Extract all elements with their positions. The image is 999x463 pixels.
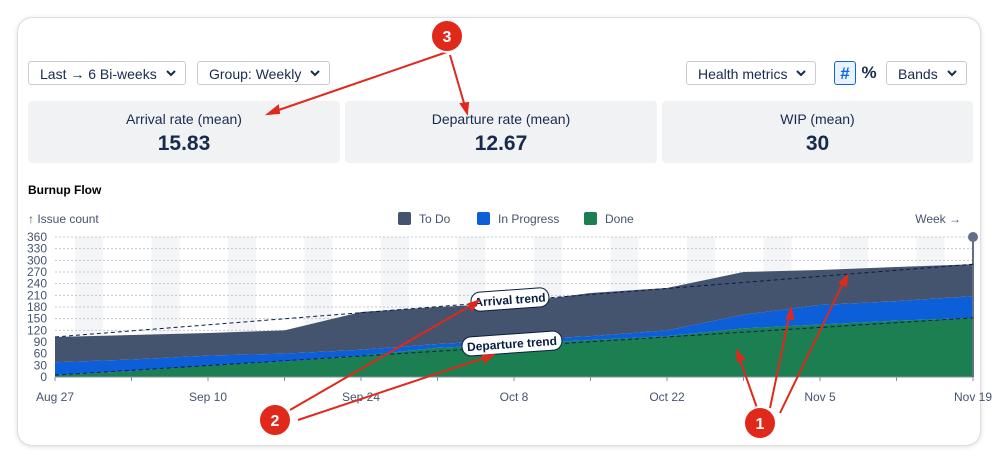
y-tick-label: 90 <box>34 335 48 349</box>
metric-value: 30 <box>805 132 830 155</box>
health-text: Health metrics <box>698 66 788 82</box>
y-tick-label: 240 <box>27 277 47 291</box>
area <box>55 264 973 363</box>
y-tick-label: 0 <box>40 370 47 384</box>
y-tick-label: 300 <box>27 253 47 267</box>
x-tick-label: Sep 10 <box>189 390 227 404</box>
legend-swatch <box>477 212 490 225</box>
legend-swatch <box>584 212 597 225</box>
y-tick-label: 270 <box>27 265 47 279</box>
trend-label: Arrival trend <box>470 287 550 312</box>
y-tick-label: 120 <box>27 323 47 337</box>
health-dropdown[interactable]: Health metrics <box>686 61 817 85</box>
y-tick-label: 330 <box>27 242 47 256</box>
legend-label: In Progress <box>498 212 559 226</box>
x-axis-label: Week → <box>915 212 961 226</box>
bands-dropdown[interactable]: Bands <box>886 61 967 85</box>
range-text: Last → 6 Bi-weeks <box>40 66 157 82</box>
legend-label: To Do <box>419 212 451 226</box>
metric-value: 12.67 <box>474 132 528 155</box>
trend-label-text: Departure trend <box>467 334 558 354</box>
metric-value: 15.83 <box>157 132 211 155</box>
x-tick-label: Nov 5 <box>804 390 836 404</box>
trend-label: Departure trend <box>461 330 563 357</box>
x-tick-label: Oct 22 <box>649 390 685 404</box>
count-toggle[interactable]: # <box>834 61 856 85</box>
y-tick-label: 30 <box>34 358 48 372</box>
x-tick-label: Sep 24 <box>342 390 380 404</box>
metric-label: WIP (mean) <box>780 111 855 127</box>
y-tick-label: 210 <box>27 288 47 302</box>
legend-label: Done <box>605 212 634 226</box>
metric-label: Arrival rate (mean) <box>126 111 242 127</box>
legend-swatch <box>398 212 411 225</box>
chart-title: Burnup Flow <box>28 183 102 197</box>
y-tick-label: 180 <box>27 300 47 314</box>
y-tick-label: 360 <box>27 230 47 244</box>
trend-label-text: Arrival trend <box>474 291 546 310</box>
end-marker-dot <box>968 232 978 242</box>
area <box>55 296 973 376</box>
x-tick-label: Nov 19 <box>954 390 992 404</box>
x-tick-label: Oct 8 <box>500 390 529 404</box>
range-dropdown[interactable]: Last → 6 Bi-weeks <box>28 61 186 85</box>
metric-card: WIP (mean) 30 <box>662 101 973 163</box>
y-axis-label: ↑ Issue count <box>28 212 99 226</box>
y-tick-label: 60 <box>34 347 48 361</box>
y-tick-label: 150 <box>27 312 47 326</box>
x-tick-label: Aug 27 <box>36 390 74 404</box>
bands-text: Bands <box>898 66 938 82</box>
percent-toggle[interactable]: % <box>861 63 877 82</box>
